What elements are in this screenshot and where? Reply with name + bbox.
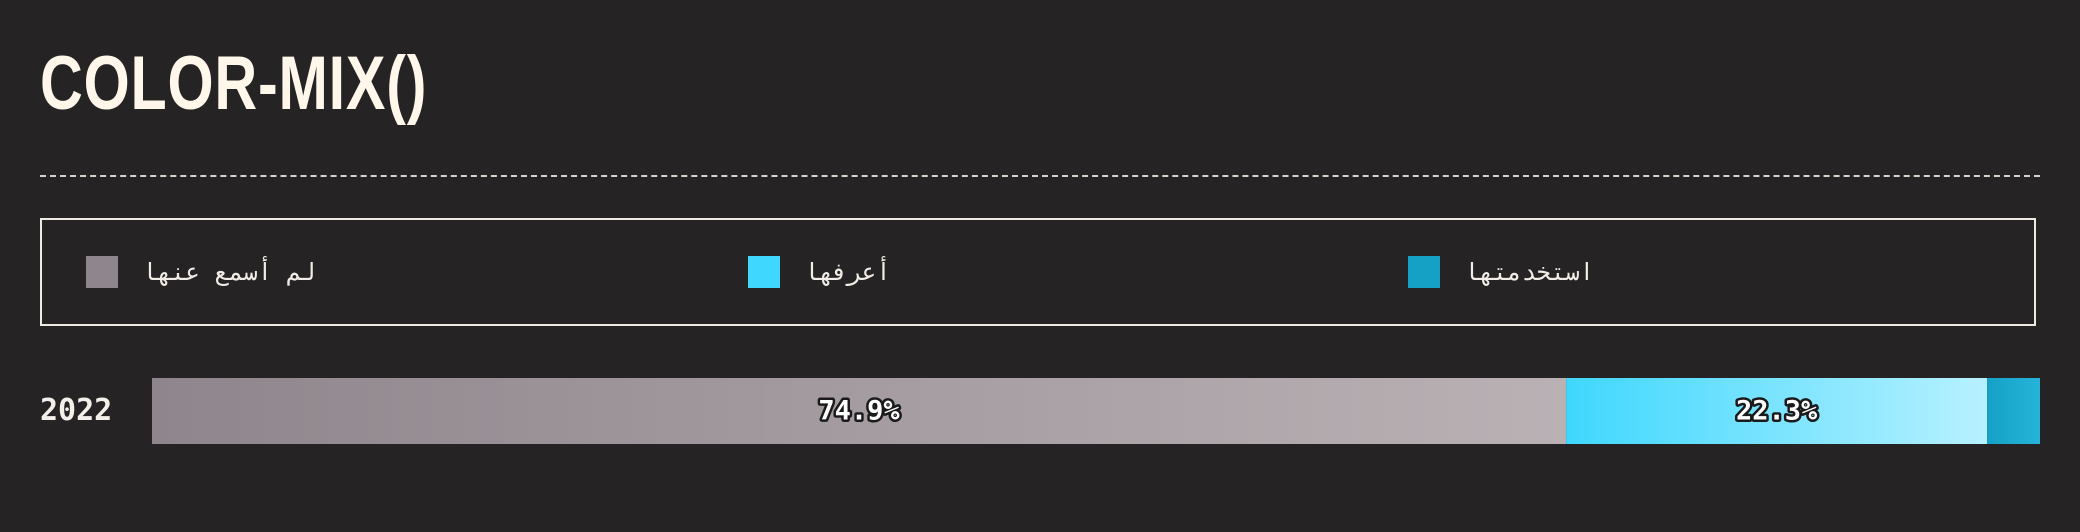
legend: لم أسمع عنها أعرفها استخدمتها — [40, 218, 2036, 326]
legend-item-know-it: أعرفها — [748, 220, 891, 324]
chart-title: COLOR-MIX() — [40, 41, 428, 126]
legend-label: استخدمتها — [1464, 258, 1595, 286]
data-label-0: 74.9% — [818, 396, 900, 427]
bar-row-2022: 2022 74.9% 22.3% — [40, 378, 2040, 444]
legend-swatch — [86, 256, 118, 288]
legend-label: لم أسمع عنها — [142, 258, 316, 286]
category-label: 2022 — [40, 393, 113, 428]
bar-segment-1 — [1566, 378, 1988, 444]
data-label-1: 22.3% — [1736, 396, 1818, 427]
legend-item-used-it: استخدمتها — [1408, 220, 1594, 324]
bar-segment-0 — [152, 378, 1567, 444]
bar-segment-2 — [1987, 378, 2040, 444]
legend-label: أعرفها — [804, 258, 891, 286]
divider — [40, 175, 2040, 177]
legend-item-not-heard: لم أسمع عنها — [86, 220, 315, 324]
stacked-bar: 74.9% 22.3% — [152, 378, 2040, 444]
legend-swatch — [1408, 256, 1440, 288]
legend-swatch — [748, 256, 780, 288]
